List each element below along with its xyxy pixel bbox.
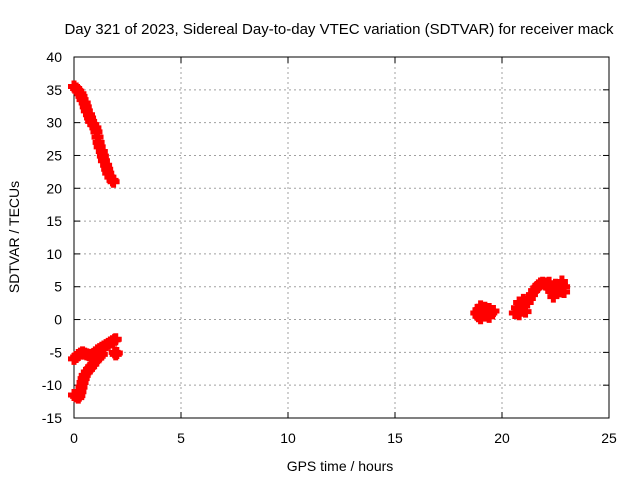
plot-frame [73, 56, 610, 419]
y-tick-label: 40 [46, 49, 62, 65]
y-tick-label: 25 [46, 147, 62, 163]
axis-ticks: 0 5 10 15 20 25 -15 -10 -5 0 5 10 15 20 25 30 35 40 [42, 49, 617, 446]
data-point [110, 347, 123, 360]
x-axis-title: GPS time / hours [287, 458, 394, 474]
data-point [107, 175, 120, 188]
y-tick-label: 5 [54, 279, 62, 295]
x-tick-label: 0 [70, 430, 78, 446]
y-tick-label: 15 [46, 213, 62, 229]
data-point [95, 348, 108, 361]
y-axis-title: SDTVAR / TECUs [6, 181, 22, 293]
y-tick-label: 20 [46, 180, 62, 196]
y-tick-label: 35 [46, 82, 62, 98]
x-tick-label: 20 [494, 430, 510, 446]
data-point [487, 305, 500, 318]
x-tick-label: 5 [177, 430, 185, 446]
data-point [109, 333, 122, 346]
chart-title: Day 321 of 2023, Sidereal Day-to-day VTE… [64, 21, 614, 38]
y-tick-label: 10 [46, 246, 62, 262]
y-tick-label: 0 [54, 312, 62, 328]
data-point [519, 305, 532, 318]
data-series [68, 80, 571, 404]
x-tick-label: 25 [601, 430, 617, 446]
y-tick-label: -5 [50, 344, 63, 360]
grid-lines [74, 57, 609, 418]
x-tick-label: 15 [387, 430, 403, 446]
x-tick-label: 10 [280, 430, 296, 446]
y-tick-label: 30 [46, 115, 62, 131]
y-tick-label: -15 [42, 410, 62, 426]
data-point [558, 285, 571, 298]
y-tick-label: -10 [42, 377, 62, 393]
